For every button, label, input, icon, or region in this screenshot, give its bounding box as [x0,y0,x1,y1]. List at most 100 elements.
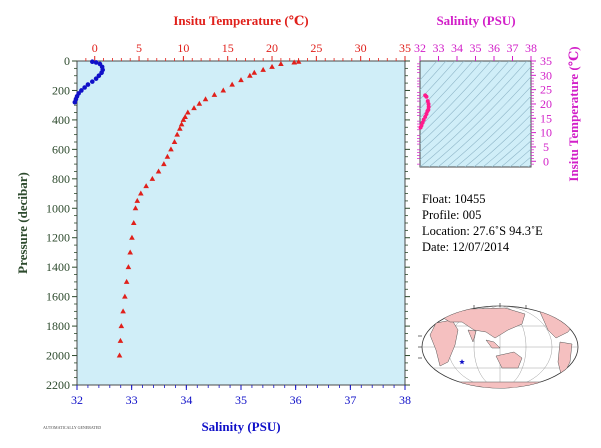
temperature-tick-label: 15 [222,41,234,55]
pressure-axis-title: Pressure (decibar) [15,172,30,274]
temperature-point [123,278,130,284]
map-left-ticks [418,335,422,359]
density-isoline [420,61,492,136]
salinity-tick-label: 38 [399,393,411,407]
salinity-tick-label: 33 [126,393,138,407]
right-axis [405,60,410,386]
density-isolines [420,61,531,167]
pressure-tick-label: 1600 [46,290,70,304]
temperature-point [291,59,297,65]
pressure-tick-label: 1800 [46,319,70,333]
map-top-ticks [473,303,527,309]
ts-salinity-tick-label: 36 [488,41,500,55]
temperature-tick-label: 0 [92,41,98,55]
ts-salinity-tick-label: 33 [433,41,445,55]
pressure-tick-label: 0 [64,54,70,68]
ts-salinity-tick-label: 32 [414,41,426,55]
temperature-point [260,66,266,72]
main-plot: 0200400600800100012001400160018002000220… [15,13,411,434]
salinity-point [85,82,91,87]
temperature-point [125,264,132,270]
density-isoline [420,61,519,160]
ts-temperature-tick-label: 10 [540,126,552,140]
temperature-point [251,69,258,75]
temperature-point [177,125,183,131]
footer-credit: AUTOMATICALLY GENERATED [43,425,101,430]
temperature-point [180,116,187,122]
ts-temperature-tick-label: 5 [543,140,549,154]
density-isoline [491,131,531,167]
temperature-point [134,197,141,203]
density-isoline [482,123,531,167]
temperature-point [118,323,125,329]
density-isoline [428,66,531,167]
density-isoline [446,86,531,167]
density-isoline [420,61,510,153]
temperature-point [138,190,144,196]
temperature-point [238,77,244,83]
temperature-tick-label: 5 [136,41,142,55]
temperature-point [171,139,178,144]
ts-point [426,101,431,106]
salinity-point [82,85,87,90]
salinity-tick-label: 34 [180,393,192,407]
density-isoline [420,61,465,110]
salinity-point [99,70,104,76]
temperature-point [129,234,135,240]
salinity-tick-label: 35 [235,393,247,407]
temperature-point [191,105,197,111]
temperature-point [178,121,185,127]
salinity-tick-label: 37 [344,393,356,407]
temperature-point [220,87,227,93]
temperature-tick-label: 35 [399,41,411,55]
temperature-point [164,153,171,159]
temperature-point [174,131,180,137]
ts-temperature-tick-label: 25 [540,83,552,97]
temperature-point [117,337,124,343]
ts-temperature-tick-label: 35 [540,54,552,68]
density-isoline [420,61,474,119]
temperature-point [211,91,218,97]
ts-salinity-tick-label: 38 [525,41,537,55]
temperature-axis: 0 5 10 15 20 25 30 35 [85,41,411,61]
temperature-point [247,72,253,78]
salinity-point [79,88,84,93]
ts-salinity-tick-label: 37 [507,41,519,55]
float-info: Float: 10455 Profile: 005 Location: 27.6… [422,192,543,254]
salinity-tick-label: 36 [290,393,302,407]
density-isoline [420,61,483,128]
density-isoline [455,95,531,167]
float-location-star-icon [459,359,465,365]
salinity-point [93,76,99,81]
salinity-axis-title: Salinity (PSU) [201,419,280,434]
pressure-tick-label: 1200 [46,231,70,245]
temperature-point [295,58,302,64]
temperature-point [132,205,139,211]
temperature-point [202,96,209,102]
density-isoline [464,105,531,167]
temperature-point [168,146,174,152]
ts-points [418,93,431,130]
salinity-tick-label: 32 [71,393,83,407]
main-plot-background [76,60,406,386]
temperature-point [196,100,203,106]
temperature-point [143,183,149,189]
ts-background [419,60,532,168]
temperature-point [120,308,126,314]
temperature-point [130,220,137,225]
density-isoline [509,148,531,167]
salinity-point [93,60,99,65]
temperature-tick-label: 30 [355,41,367,55]
map-land [429,307,578,388]
salinity-point [90,59,95,65]
temperature-point [269,63,275,69]
density-isoline [420,61,528,167]
ts-point [418,125,423,130]
pressure-tick-label: 2000 [46,349,70,363]
temperature-tick-label: 10 [177,41,189,55]
ts-temperature-tick-label: 15 [540,111,552,125]
temperature-point [116,352,123,358]
salinity-point [90,79,95,84]
